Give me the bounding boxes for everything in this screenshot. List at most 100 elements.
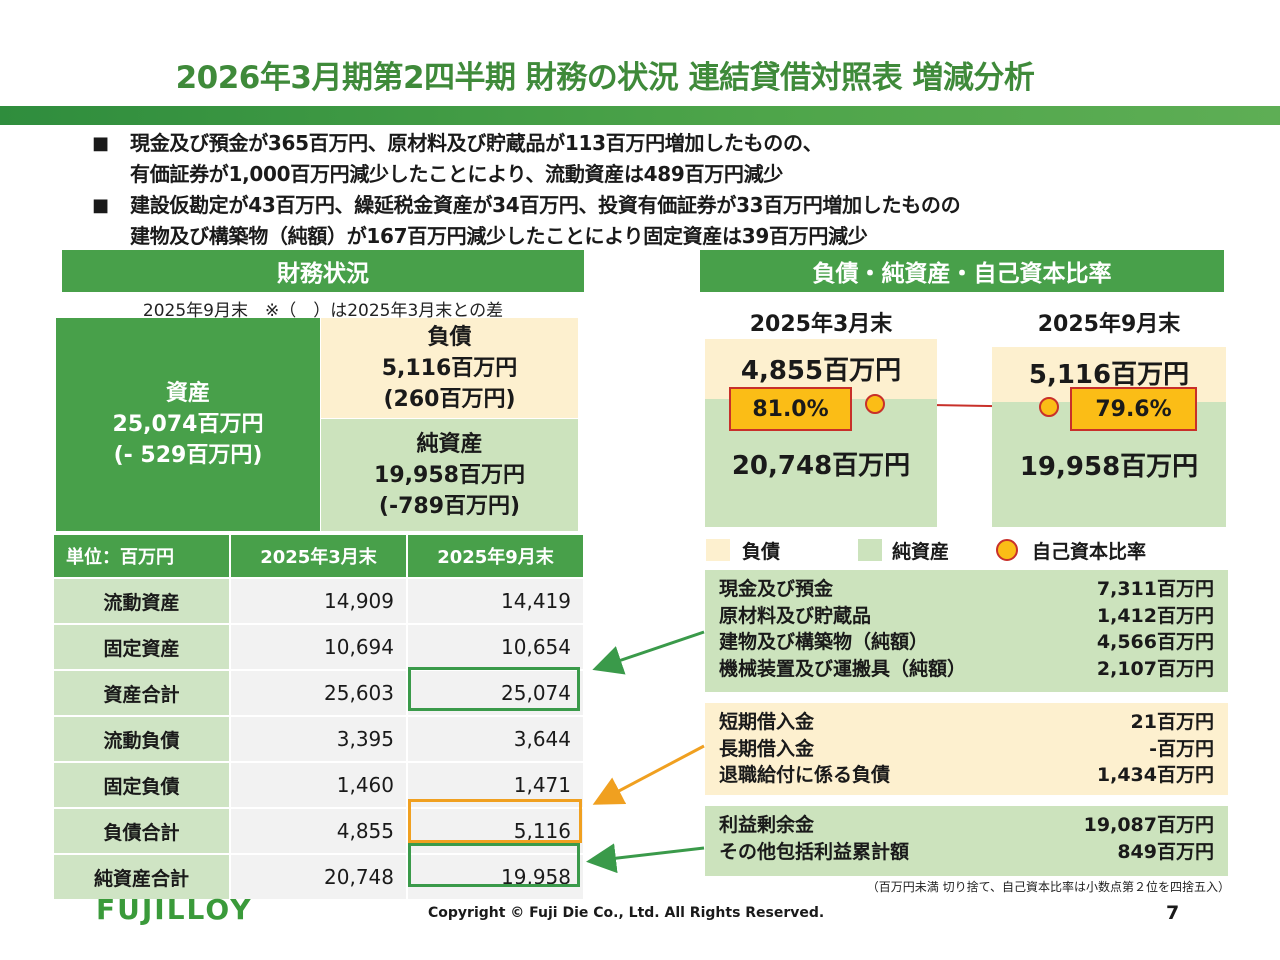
copyright: Copyright © Fuji Die Co., Ltd. All Right… [428,905,825,921]
ratio-badge-sep: 79.6% [1070,387,1197,431]
row-label: 固定負債 [54,761,231,808]
list-item: 短期借入金 21百万円 [719,709,1214,736]
table-row: 流動資産 14,909 14,419 [54,577,585,624]
liabilities-label: 負債 [427,324,472,350]
detail-value: 19,087百万円 [1083,814,1214,836]
legend-label-liabilities: 負債 [742,541,781,563]
table-row: 負債合計 4,855 5,116 [54,807,585,854]
bullet-item: ■ 建設仮勘定が43百万円、繰延税金資産が34百万円、投資有価証券が33百万円増… [92,190,1262,252]
detail-value: 4,566百万円 [1096,631,1214,653]
liabilities-value: 5,116百万円 [381,355,518,381]
detail-label: 建物及び構築物（純額） [719,631,929,653]
table-row: 資産合計 25,603 25,074 [54,669,585,716]
row-value-mar: 3,395 [230,715,408,762]
bullet-text: 建設仮勘定が43百万円、繰延税金資産が34百万円、投資有価証券が33百万円増加し… [130,193,961,248]
detail-label: 機械装置及び運搬具（純額） [719,657,967,680]
detail-value: 7,311百万円 [1096,578,1214,600]
table-row: 固定資産 10,694 10,654 [54,623,585,670]
detail-label: 利益剰余金 [719,814,815,836]
ratio-badge-mar: 81.0% [729,387,852,431]
row-value-mar: 1,460 [230,761,408,808]
row-label: 資産合計 [54,669,231,716]
net-assets-box: 純資産 19,958百万円 (-789百万円) [321,419,578,531]
asset-details-box: 現金及び預金 7,311百万円 原材料及び貯蔵品 1,412百万円 建物及び構築物（… [705,570,1228,692]
row-value-sep: 14,419 [407,577,585,624]
table-header-row: 単位：百万円 2025年3月末 2025年9月末 [54,535,585,578]
liabilities-value-sep: 5,116百万円 [1028,360,1190,390]
legend-label-ratio: 自己資本比率 [1032,541,1147,563]
row-label: 固定資産 [54,623,231,670]
list-item: 建物及び構築物（純額） 4,566百万円 [719,629,1214,656]
net-assets-value-mar: 20,748百万円 [731,451,911,481]
row-value-mar: 25,603 [230,669,408,716]
title-underline-bar [0,106,1280,125]
table-header-mar: 2025年3月末 [230,535,408,578]
list-item: 機械装置及び運搬具（純額） 2,107百万円 [719,656,1214,683]
list-item: その他包括利益累計額 849百万円 [719,839,1214,866]
list-item: 退職給付に係る負債 1,434百万円 [719,762,1214,789]
liabilities-diff: (260百万円) [383,386,516,412]
detail-label: 現金及び預金 [719,578,834,600]
legend-ratio-dot-icon [996,539,1018,561]
detail-label: 短期借入金 [719,711,815,733]
legend-swatch-net-assets [858,539,882,561]
footnote: （百万円未満 切り捨て、自己資本比率は小数点第２位を四捨五入） [866,880,1230,894]
bullet-text: 現金及び預金が365百万円、原材料及び貯蔵品が113百万円増加したものの、 有価… [130,131,823,186]
list-item: 現金及び預金 7,311百万円 [719,576,1214,603]
row-value-sep: 5,116 [407,807,585,854]
highlight-total-assets [408,667,580,711]
detail-value: -百万円 [1149,737,1214,760]
row-value-sep: 19,958 [407,853,585,899]
detail-label: その他包括利益累計額 [719,840,910,863]
row-value-mar: 10,694 [230,623,408,670]
detail-label: 原材料及び貯蔵品 [719,604,872,627]
liability-details-box: 短期借入金 21百万円 長期借入金 -百万円 退職給付に係る負債 1,434百万円 [705,703,1228,795]
bullet-mark: ■ [92,133,110,154]
arrow-net-assets [586,843,705,874]
assets-box: 資産 25,074百万円 (- 529百万円) [56,318,320,531]
equity-details-box: 利益剰余金 19,087百万円 その他包括利益累計額 849百万円 [705,806,1228,876]
bullet-mark: ■ [92,195,110,216]
row-value-mar: 4,855 [230,807,408,854]
liabilities-value-mar: 4,855百万円 [740,356,902,386]
row-value-sep: 3,644 [407,715,585,762]
detail-value: 849百万円 [1117,840,1214,863]
highlight-total-liabilities [408,799,582,843]
assets-diff: (- 529百万円) [113,443,263,468]
detail-label: 長期借入金 [719,737,815,760]
table-header-unit: 単位：百万円 [54,535,231,578]
row-label: 流動資産 [54,577,231,624]
financial-status-header: 財務状況 [62,250,584,292]
liabilities-box: 負債 5,116百万円 (260百万円) [321,318,578,418]
table-header-sep: 2025年9月末 [407,535,585,578]
legend: 負債 純資産 自己資本比率 [706,535,1226,563]
detail-value: 2,107百万円 [1096,657,1214,680]
legend-swatch-liabilities [706,539,730,561]
assets-value: 25,074百万円 [112,412,264,437]
page-number: 7 [1166,902,1180,924]
assets-label: 資産 [165,381,210,406]
liability-equity-header: 負債・純資産・自己資本比率 [700,250,1224,292]
row-label: 負債合計 [54,807,231,854]
bullet-item: ■ 現金及び預金が365百万円、原材料及び貯蔵品が113百万円増加したものの、 … [92,128,1262,190]
table-row: 流動負債 3,395 3,644 [54,715,585,762]
detail-value: 1,434百万円 [1096,764,1214,786]
period-note: 2025年9月末 ※（ ）は2025年3月末との差 [142,301,504,321]
net-assets-label: 純資産 [416,431,483,457]
row-value-sep: 10,654 [407,623,585,670]
net-assets-diff: (-789百万円) [378,493,521,519]
row-label: 純資産合計 [54,853,231,899]
list-item: 利益剰余金 19,087百万円 [719,812,1214,839]
detail-value: 21百万円 [1130,711,1214,733]
highlight-total-net-assets [408,843,580,887]
list-item: 長期借入金 -百万円 [719,736,1214,763]
period-label-mar: 2025年3月末 [749,312,893,337]
list-item: 原材料及び貯蔵品 1,412百万円 [719,603,1214,630]
balance-sheet-table: 単位：百万円 2025年3月末 2025年9月末 流動資産 14,909 14,… [54,535,585,899]
period-label-sep: 2025年9月末 [1037,312,1181,337]
detail-value: 1,412百万円 [1096,604,1214,627]
page-title: 2026年3月期第2四半期 財務の状況 連結貸借対照表 増減分析 [175,60,1035,96]
row-value-mar: 14,909 [230,577,408,624]
net-assets-value: 19,958百万円 [374,462,525,488]
table-row: 固定負債 1,460 1,471 [54,761,585,808]
